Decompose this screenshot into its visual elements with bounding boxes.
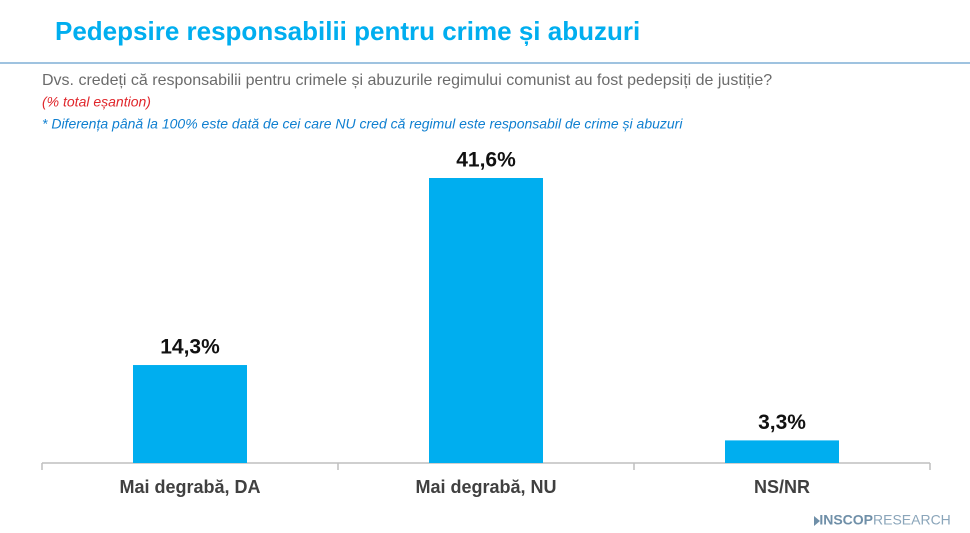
data-label: 41,6% xyxy=(456,149,516,172)
x-tick-label: Mai degrabă, NU xyxy=(415,477,556,497)
base-note: (% total eșantion) xyxy=(42,94,151,110)
bar xyxy=(429,178,543,463)
data-label: 3,3% xyxy=(758,411,806,434)
logo-mark xyxy=(814,516,820,526)
data-label: 14,3% xyxy=(160,336,220,359)
bar xyxy=(725,440,839,463)
logo-brand: INSCOP xyxy=(819,512,873,528)
footnote: * Diferența până la 100% este dată de ce… xyxy=(42,116,683,132)
logo-suffix: RESEARCH xyxy=(873,512,951,528)
chart-title: Pedepsire responsabilii pentru crime și … xyxy=(55,16,640,46)
x-tick-label: Mai degrabă, DA xyxy=(119,477,260,497)
bar xyxy=(133,365,247,463)
subtitle: Dvs. credeți că responsabilii pentru cri… xyxy=(42,72,772,89)
x-tick-label: NS/NR xyxy=(754,477,810,497)
